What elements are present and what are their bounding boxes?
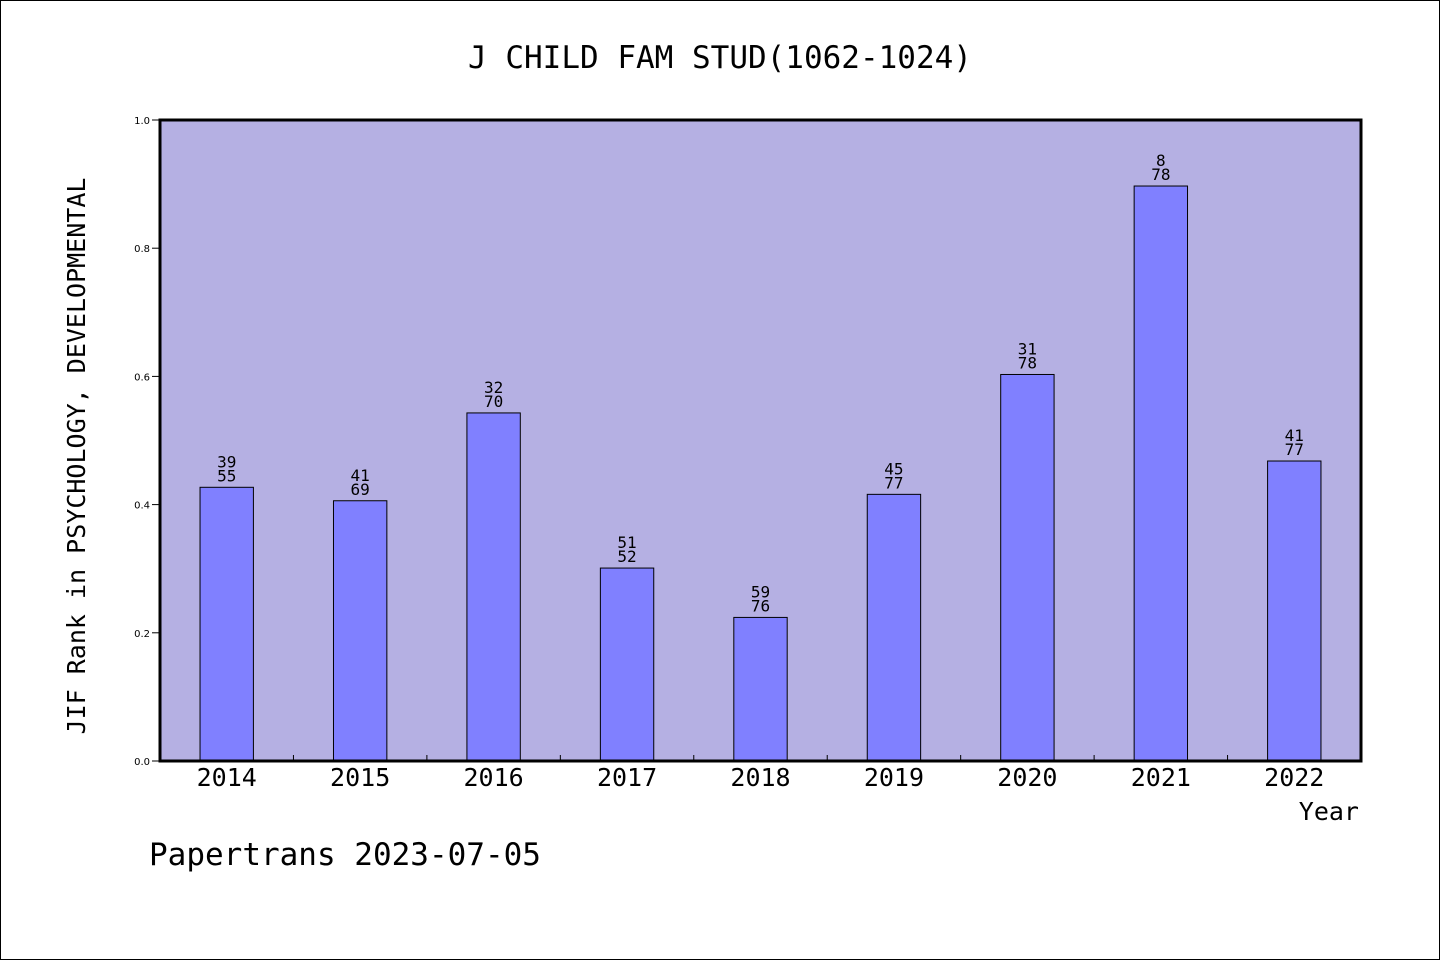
labels-layer: 3955201441692015327020165152201759762018… <box>134 116 1324 792</box>
bar-rank-label-2020: 31 <box>1018 339 1037 358</box>
bar-rank-label-2022: 41 <box>1285 426 1304 445</box>
y-axis-label: JIF Rank in PSYCHOLOGY, DEVELOPMENTAL <box>62 178 91 735</box>
bar-rank-label-2019: 45 <box>884 459 903 478</box>
bar-rank-label-2018: 59 <box>751 582 770 601</box>
bar-2014 <box>199 486 254 762</box>
bar-2019 <box>866 493 922 762</box>
bar-rank-label-2014: 39 <box>217 452 236 471</box>
bar-2017 <box>599 567 655 762</box>
bar-2020 <box>1000 373 1055 762</box>
bar-2021 <box>1133 185 1189 762</box>
bar-rank-label-2016: 32 <box>484 378 503 397</box>
bar-2015 <box>332 500 388 762</box>
y-tick-label-1: 0.2 <box>134 629 150 640</box>
bar-total-label-2020: 78 <box>1018 353 1037 372</box>
y-tick-label-4: 0.8 <box>134 244 150 255</box>
footer-text: Papertrans 2023-07-05 <box>149 837 541 873</box>
bar-2022 <box>1267 460 1322 762</box>
x-tick-label-2016: 2016 <box>464 763 524 792</box>
bar-rank-label-2015: 41 <box>351 466 370 485</box>
bar-total-label-2021: 78 <box>1151 165 1170 184</box>
bar-total-label-2022: 77 <box>1285 440 1304 459</box>
bar-total-label-2017: 52 <box>617 547 636 566</box>
x-tick-label-2020: 2020 <box>997 763 1057 792</box>
x-tick-label-2022: 2022 <box>1264 763 1324 792</box>
plot-border <box>158 118 1363 763</box>
y-tick-label-5: 1.0 <box>134 116 150 127</box>
x-tick-label-2015: 2015 <box>330 763 390 792</box>
y-tick-label-2: 0.4 <box>134 501 150 512</box>
y-tick-label-3: 0.6 <box>134 372 150 383</box>
bar-rank-label-2017: 51 <box>617 533 636 552</box>
bar-total-label-2018: 76 <box>751 596 770 615</box>
x-tick-label-2014: 2014 <box>197 763 257 792</box>
x-axis-label: Year <box>1299 797 1359 826</box>
x-tick-label-2018: 2018 <box>730 763 790 792</box>
chart-title: J CHILD FAM STUD(1062-1024) <box>468 40 972 76</box>
bar-total-label-2016: 70 <box>484 392 503 411</box>
x-tick-label-2017: 2017 <box>597 763 657 792</box>
ticks-layer <box>152 119 1229 762</box>
y-tick-label-0: 0.0 <box>134 757 150 768</box>
bar-rank-label-2021: 8 <box>1156 151 1166 170</box>
bar-total-label-2015: 69 <box>351 480 370 499</box>
bar-2016 <box>466 412 521 762</box>
bar-2018 <box>733 616 788 762</box>
x-tick-label-2019: 2019 <box>864 763 924 792</box>
x-tick-label-2021: 2021 <box>1131 763 1191 792</box>
bar-total-label-2014: 55 <box>217 466 236 485</box>
bars-layer <box>199 185 1322 762</box>
bar-total-label-2019: 77 <box>884 473 903 492</box>
